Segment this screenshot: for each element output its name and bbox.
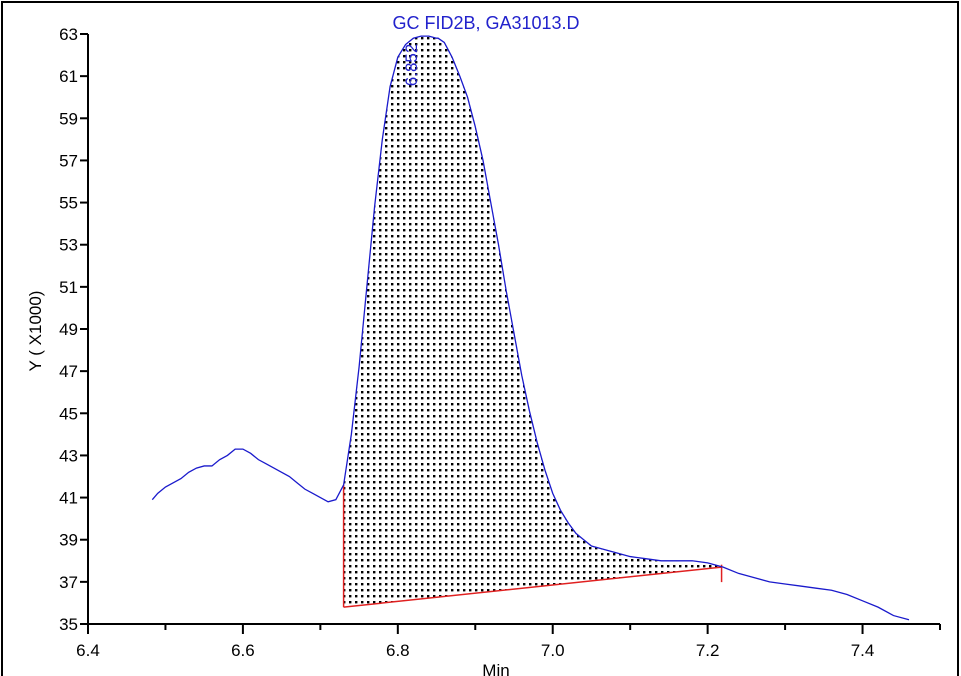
x-tick-label: 6.6 <box>231 641 255 660</box>
y-tick-label: 47 <box>59 362 78 381</box>
y-tick-label: 37 <box>59 573 78 592</box>
x-tick-label: 6.8 <box>386 641 410 660</box>
x-tick-label: 6.4 <box>76 641 100 660</box>
y-tick-label: 61 <box>59 67 78 86</box>
x-axis-label: Min <box>482 661 509 676</box>
y-ticks: 35 37 39 41 43 45 47 49 51 53 55 57 59 61 63 <box>59 25 88 634</box>
integrated-peak-area <box>343 36 722 608</box>
peak-retention-label: 6.852 <box>402 44 421 87</box>
y-axis-label: Y ( X1000) <box>26 291 45 372</box>
chart-title: GC FID2B, GA31013.D <box>392 13 579 33</box>
integration-baseline <box>343 566 722 608</box>
y-tick-label: 41 <box>59 489 78 508</box>
y-tick-label: 63 <box>59 25 78 44</box>
y-tick-label: 51 <box>59 278 78 297</box>
y-tick-label: 35 <box>59 615 78 634</box>
y-tick-label: 59 <box>59 109 78 128</box>
x-tick-label: 7.2 <box>696 641 720 660</box>
y-tick-label: 45 <box>59 404 78 423</box>
y-tick-label: 49 <box>59 320 78 339</box>
y-tick-label: 43 <box>59 446 78 465</box>
y-tick-label: 53 <box>59 236 78 255</box>
x-tick-label: 7.4 <box>851 641 875 660</box>
signal-trace <box>151 35 910 621</box>
x-tick-label: 7.0 <box>541 641 565 660</box>
x-ticks: 6.4 6.6 6.8 7.0 7.2 7.4 <box>76 624 941 660</box>
y-tick-label: 39 <box>59 531 78 550</box>
y-tick-label: 55 <box>59 194 78 213</box>
y-tick-label: 57 <box>59 151 78 170</box>
